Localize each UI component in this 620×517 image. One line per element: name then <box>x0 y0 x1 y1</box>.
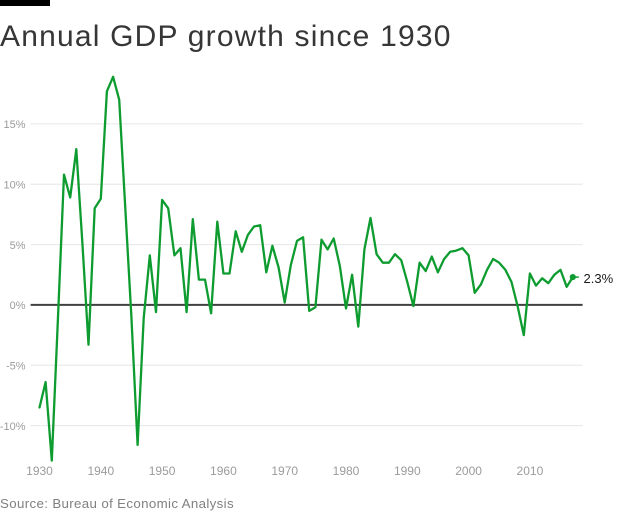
svg-text:1940: 1940 <box>87 464 114 478</box>
svg-text:-10%: -10% <box>0 421 26 433</box>
svg-text:1990: 1990 <box>394 464 421 478</box>
svg-text:1950: 1950 <box>149 464 176 478</box>
svg-text:1960: 1960 <box>210 464 237 478</box>
svg-text:-5%: -5% <box>6 361 26 373</box>
svg-text:1930: 1930 <box>26 464 53 478</box>
svg-text:0%: 0% <box>10 300 26 312</box>
svg-text:1980: 1980 <box>333 464 360 478</box>
svg-text:15%: 15% <box>3 119 25 131</box>
svg-text:10%: 10% <box>3 180 25 192</box>
svg-text:5%: 5% <box>10 240 26 252</box>
svg-text:2.3%: 2.3% <box>584 271 614 286</box>
svg-text:2010: 2010 <box>517 464 544 478</box>
svg-text:2000: 2000 <box>455 464 482 478</box>
svg-text:1970: 1970 <box>271 464 298 478</box>
